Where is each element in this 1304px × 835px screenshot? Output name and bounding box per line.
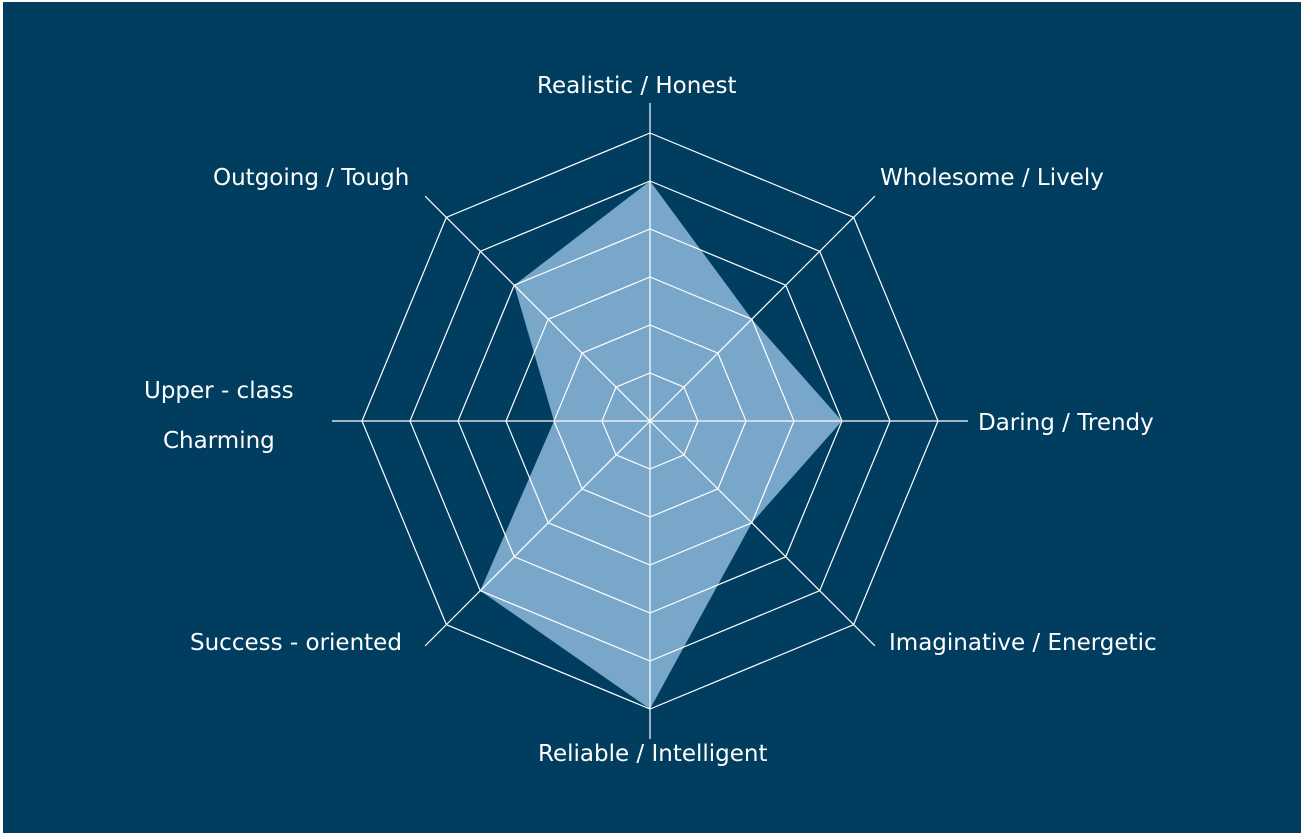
axis-label-upper-class: Upper - class: [144, 378, 294, 404]
axis-label-imaginative: Imaginative / Energetic: [889, 630, 1157, 656]
axis-label-charming: Charming: [163, 428, 275, 454]
axis-spoke: [424, 420, 651, 647]
axis-label-outgoing: Outgoing / Tough: [213, 165, 410, 191]
axis-label-success: Success - oriented: [190, 630, 402, 656]
axis-spoke: [649, 420, 876, 647]
axis-spoke: [424, 195, 651, 422]
axis-spoke: [649, 195, 876, 422]
axis-label-realistic: Realistic / Honest: [537, 73, 737, 99]
data-area: [480, 181, 842, 709]
axis-label-wholesome: Wholesome / Lively: [880, 165, 1104, 191]
axis-label-reliable: Reliable / Intelligent: [538, 741, 768, 767]
axis-label-daring: Daring / Trendy: [978, 410, 1154, 436]
